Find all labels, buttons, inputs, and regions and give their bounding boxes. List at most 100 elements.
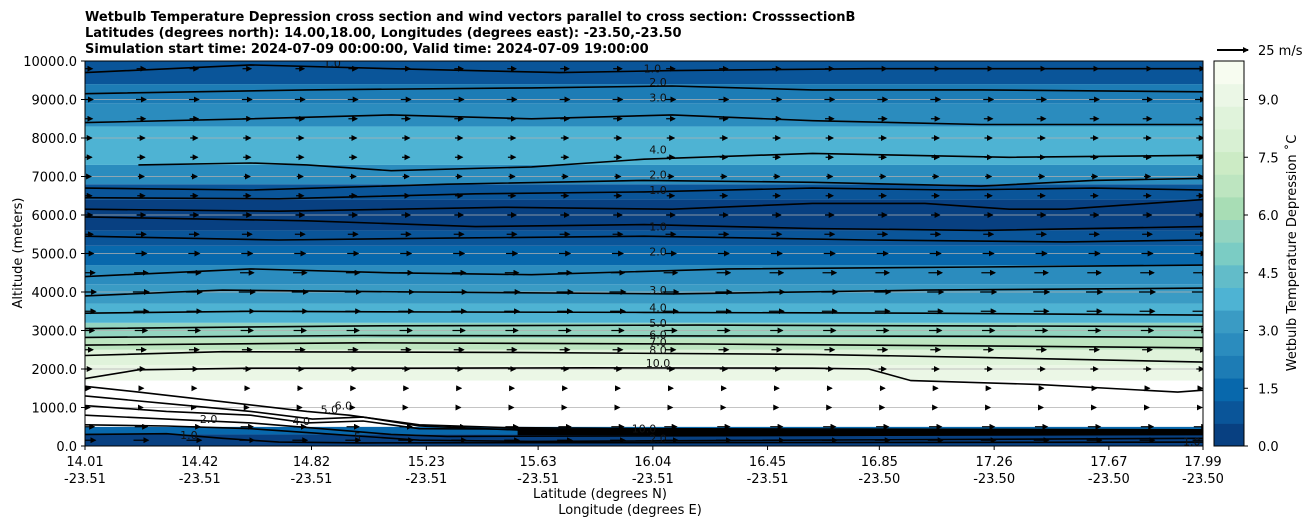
colorbar-segment — [1214, 332, 1244, 356]
colorbar-segment — [1214, 378, 1244, 402]
colorbar-segment — [1214, 242, 1244, 266]
y-tick-label: 4000.0 — [32, 286, 78, 301]
chart-title: Wetbulb Temperature Depression cross sec… — [85, 10, 855, 57]
y-tick-label: 0.0 — [56, 440, 77, 455]
contour-label: 2.0 — [649, 246, 667, 259]
contour-line — [85, 404, 1203, 434]
y-tick-label: 6000.0 — [32, 209, 78, 224]
colorbar: 0.0 1.5 3.0 4.5 6.0 7.5 9.0 — [1213, 60, 1279, 455]
colorbar-segment — [1214, 219, 1244, 243]
contour-line — [85, 114, 1203, 126]
x-axis-label-longitude: Longitude (degrees E) — [558, 503, 702, 518]
contour-label: 2.0 — [649, 76, 667, 89]
contour-line — [85, 424, 1203, 443]
y-tick-label: 7000.0 — [32, 171, 78, 186]
colorbar-tick-label: 0.0 — [1258, 440, 1279, 455]
field-band — [85, 245, 1203, 266]
contour-label: 1.0 — [649, 221, 667, 234]
colorbar-tick-label: 6.0 — [1258, 209, 1279, 224]
title-line-1: Wetbulb Temperature Depression cross sec… — [85, 10, 855, 25]
contour-label: 3.0 — [649, 284, 667, 297]
contour-label: 5.0 — [649, 317, 667, 330]
contour-label: 10.0 — [632, 423, 657, 436]
x-tick-label-lon: -23.50 — [1088, 472, 1130, 487]
x-tick-label-lon: -23.51 — [632, 472, 674, 487]
x-tick-label-lon: -23.51 — [517, 472, 559, 487]
contour-line — [85, 64, 1203, 74]
colorbar-segment — [1214, 106, 1244, 130]
quiver-key: 25 m/s — [1217, 44, 1303, 59]
contour-label: 1.0 — [1183, 435, 1201, 448]
colorbar-segment — [1214, 83, 1244, 107]
contour-line — [85, 310, 1203, 316]
colorbar-segment — [1214, 423, 1244, 447]
x-tick-label-lat: 14.42 — [181, 455, 218, 470]
contour-label: 1.0 — [180, 429, 198, 442]
quiver-key-label: 25 m/s — [1258, 44, 1303, 59]
colorbar-tick-label: 7.5 — [1258, 151, 1279, 166]
contour-line — [85, 324, 1203, 330]
contour-line — [85, 341, 1203, 349]
x-tick-label-lon: -23.50 — [1182, 472, 1224, 487]
colorbar-segment — [1214, 174, 1244, 198]
y-tick-label: 3000.0 — [32, 325, 78, 340]
x-tick-label-lat: 15.63 — [520, 455, 557, 470]
contour-line — [85, 334, 1203, 339]
contour-line — [85, 235, 1203, 243]
surface-contour-band — [517, 429, 1203, 436]
contour-label: 6.0 — [649, 328, 667, 341]
colorbar-frame — [1213, 60, 1245, 447]
colorbar-tick-label: 1.5 — [1258, 382, 1279, 397]
contour-label: 2.0 — [649, 432, 667, 445]
x-tick-label-lon: -23.51 — [405, 472, 447, 487]
x-tick-label-lon: -23.51 — [291, 472, 333, 487]
y-tick-label: 9000.0 — [32, 94, 78, 109]
x-tick-label-lat: 15.23 — [408, 455, 445, 470]
colorbar-segment — [1214, 196, 1244, 221]
y-axis: 0.0 1000.0 2000.0 3000.0 4000.0 5000.0 6000.0 7… — [23, 55, 85, 455]
title-line-3: Simulation start time: 2024-07-09 00:00:… — [85, 42, 649, 57]
contour-line — [85, 177, 1203, 191]
field-band — [85, 61, 1203, 85]
y-tick-label: 2000.0 — [32, 363, 78, 378]
field-band — [85, 349, 1203, 366]
contour-label: 3.0 — [649, 92, 667, 105]
contour-label: 4.0 — [293, 415, 311, 428]
contour-label: 1.0 — [649, 184, 667, 197]
contour-line — [85, 85, 1203, 95]
contour-line — [85, 216, 1203, 232]
x-tick-label-lon: -23.50 — [973, 472, 1015, 487]
colorbar-segment — [1214, 400, 1244, 424]
colorbar-label: Wetbulb Temperature Depression ˚C — [1284, 135, 1300, 372]
x-tick-label-lon: -23.51 — [179, 472, 221, 487]
colorbar-segment — [1214, 61, 1244, 85]
contour-line — [85, 198, 1203, 213]
contour-labels: 1.0 1.02.03.04.02.01.01.02.03.04.05.06.07… — [180, 61, 1201, 448]
field-band — [85, 164, 1203, 185]
colorbar-tick-label: 3.0 — [1258, 325, 1279, 340]
y-tick-label: 5000.0 — [32, 248, 78, 263]
colorbar-segment — [1214, 287, 1244, 311]
y-tick-label: 1000.0 — [32, 402, 78, 417]
y-axis-label: Altitude (meters) — [11, 198, 26, 309]
contour-label: 4.0 — [649, 301, 667, 314]
colorbar-segment — [1214, 151, 1244, 175]
contour-label: 2.0 — [649, 169, 667, 182]
x-tick-label-lat: 16.85 — [861, 455, 898, 470]
field-band — [85, 230, 1203, 246]
contour-label: 1.0 — [644, 63, 662, 76]
contour-label: 7.0 — [649, 336, 667, 349]
plot-area: 1.0 1.02.03.04.02.01.01.02.03.04.05.06.07… — [85, 61, 1203, 448]
contour-line — [85, 414, 1203, 438]
x-tick-label-lat: 14.01 — [66, 455, 103, 470]
colorbar-segment — [1214, 355, 1244, 379]
contour-line — [85, 264, 1203, 278]
field-band — [85, 380, 1203, 427]
x-tick-label-lat: 16.04 — [634, 455, 671, 470]
x-tick-label-lat: 16.45 — [749, 455, 786, 470]
x-axis: 14.01 -23.51 14.42 -23.51 14.82 -23.51 15.23 -2… — [64, 446, 1224, 487]
y-tick-label: 8000.0 — [32, 132, 78, 147]
y-tick-label: 10000.0 — [23, 55, 77, 70]
contour-label: 5 — [354, 430, 361, 443]
